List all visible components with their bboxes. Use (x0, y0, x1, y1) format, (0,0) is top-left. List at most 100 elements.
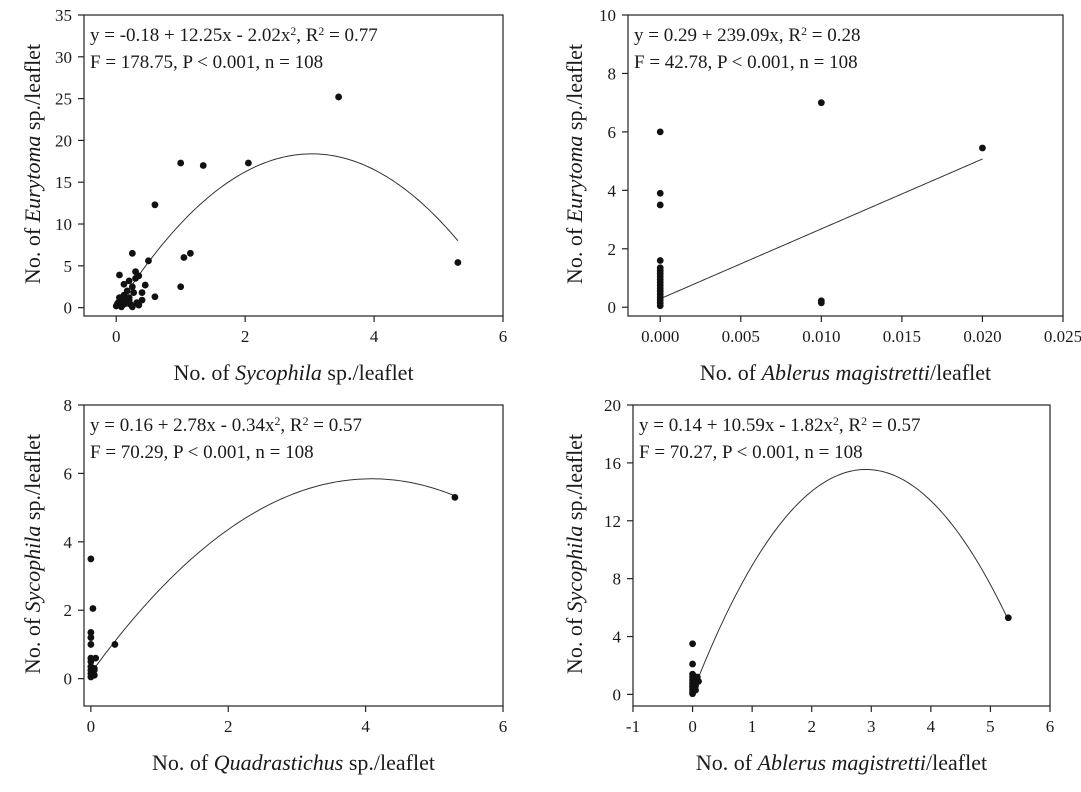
y-axis-title: No. of Eurytoma sp./leaflet (562, 44, 587, 284)
x-tick-label: 6 (1046, 717, 1055, 736)
fit-curve (660, 158, 983, 300)
fit-curve (692, 468, 1009, 693)
plot-frame (83, 14, 504, 317)
y-tick-label: 0 (608, 298, 617, 317)
x-tick-label: 2 (807, 717, 816, 736)
data-point (92, 654, 100, 662)
y-tick-label: 10 (55, 215, 72, 234)
data-point (120, 280, 128, 288)
y-tick-label: 25 (55, 90, 72, 109)
data-point (177, 283, 185, 291)
data-point (87, 555, 95, 563)
x-tick-label: 6 (499, 327, 508, 346)
data-point (177, 159, 185, 167)
plot-frame (83, 404, 504, 707)
y-tick-label: 0 (613, 685, 622, 704)
regression-stats: F = 70.29, P < 0.001, n = 108 (90, 442, 314, 463)
data-point (689, 660, 696, 668)
y-tick-label: 4 (64, 533, 73, 552)
x-tick-label: 1 (748, 717, 757, 736)
chart-panel-1: 0 2 4 6 0 5 10 15 20 25 30 35 y = -0.18 + 12.25x - 2… (20, 6, 507, 385)
data-point (117, 303, 125, 311)
y-tick-label: 8 (64, 396, 73, 415)
y-tick-label: 5 (64, 257, 73, 276)
data-point (151, 201, 159, 209)
x-tick-label: 0.005 (722, 327, 760, 346)
chart-panel-2: 0.000 0.005 0.010 0.015 0.020 0.025 0 2 4 6 8 10 y =… (562, 6, 1081, 385)
y-tick-label: 8 (608, 64, 617, 83)
data-point (1004, 614, 1012, 622)
data-point (128, 283, 136, 291)
y-tick-label: 20 (604, 396, 621, 415)
data-point (335, 93, 343, 101)
x-tick-label: 3 (867, 717, 876, 736)
data-point (128, 303, 136, 311)
data-point (141, 281, 149, 289)
data-point (135, 301, 143, 309)
data-point (125, 296, 133, 304)
y-tick-label: 15 (55, 173, 72, 192)
y-tick-label: 2 (608, 240, 617, 259)
data-point (656, 189, 664, 197)
data-point (656, 257, 664, 264)
data-point (90, 671, 98, 679)
regression-stats: F = 178.75, P < 0.001, n = 108 (90, 52, 323, 73)
x-axis-title: No. of Quadrastichus sp./leaflet (152, 750, 435, 775)
y-tick-label: 4 (608, 181, 617, 200)
data-point (130, 289, 138, 296)
y-tick-label: 35 (55, 6, 72, 25)
regression-stats: F = 42.78, P < 0.001, n = 108 (634, 52, 858, 73)
data-point (454, 259, 462, 266)
y-tick-label: 6 (64, 464, 73, 483)
data-point (656, 128, 664, 136)
y-axis-title: No. of Sycophila sp./leaflet (20, 434, 45, 674)
x-tick-label: 6 (499, 717, 508, 736)
data-point (244, 159, 252, 167)
data-point (199, 162, 207, 169)
data-point (125, 277, 133, 285)
y-tick-label: 30 (55, 48, 72, 67)
data-point (87, 654, 95, 662)
y-tick-label: 0 (64, 299, 73, 318)
data-point (180, 254, 188, 261)
data-point (123, 287, 131, 295)
x-axis-title: No. of Ablerus magistretti/leaflet (700, 360, 991, 385)
x-tick-label: 4 (361, 717, 370, 736)
data-point (87, 629, 95, 636)
data-point (695, 677, 702, 685)
x-tick-label: 4 (927, 717, 936, 736)
data-point (145, 257, 152, 265)
data-point (111, 641, 119, 648)
x-tick-label: 5 (986, 717, 995, 736)
y-tick-label: 12 (604, 512, 621, 531)
y-axis-title: No. of Eurytoma sp./leaflet (20, 44, 45, 284)
x-tick-label: 0.025 (1044, 327, 1081, 346)
data-point (689, 640, 696, 648)
data-point (87, 641, 95, 648)
data-point (817, 99, 825, 107)
chart-panel-3: 0 2 4 6 0 2 4 6 8 y = 0.16 + 2.78x - 0.34x2, R2 =… (20, 396, 507, 775)
y-axis-title: No. of Sycophila sp./leaflet (562, 434, 587, 674)
y-tick-label: 0 (64, 670, 73, 689)
plot-frame (632, 404, 1051, 707)
x-tick-label: 0.015 (883, 327, 921, 346)
y-tick-label: 20 (55, 131, 72, 150)
data-point (656, 264, 664, 272)
y-tick-label: 2 (64, 601, 73, 620)
data-point (138, 289, 146, 296)
x-tick-label: 2 (224, 717, 233, 736)
regression-equation: y = 0.29 + 239.09x, R2 = 0.28 (634, 25, 860, 47)
x-axis-title: No. of Ablerus magistretti/leaflet (696, 750, 987, 775)
data-point (89, 605, 97, 612)
y-tick-label: 4 (613, 628, 622, 647)
data-point (138, 296, 146, 304)
x-tick-label: 0 (112, 327, 121, 346)
data-point (87, 634, 95, 641)
y-tick-label: 10 (599, 6, 616, 25)
data-point (135, 272, 143, 280)
x-tick-label: 0.010 (802, 327, 840, 346)
data-point (186, 249, 194, 257)
x-tick-label: 0.020 (963, 327, 1001, 346)
y-tick-label: 6 (608, 123, 617, 142)
